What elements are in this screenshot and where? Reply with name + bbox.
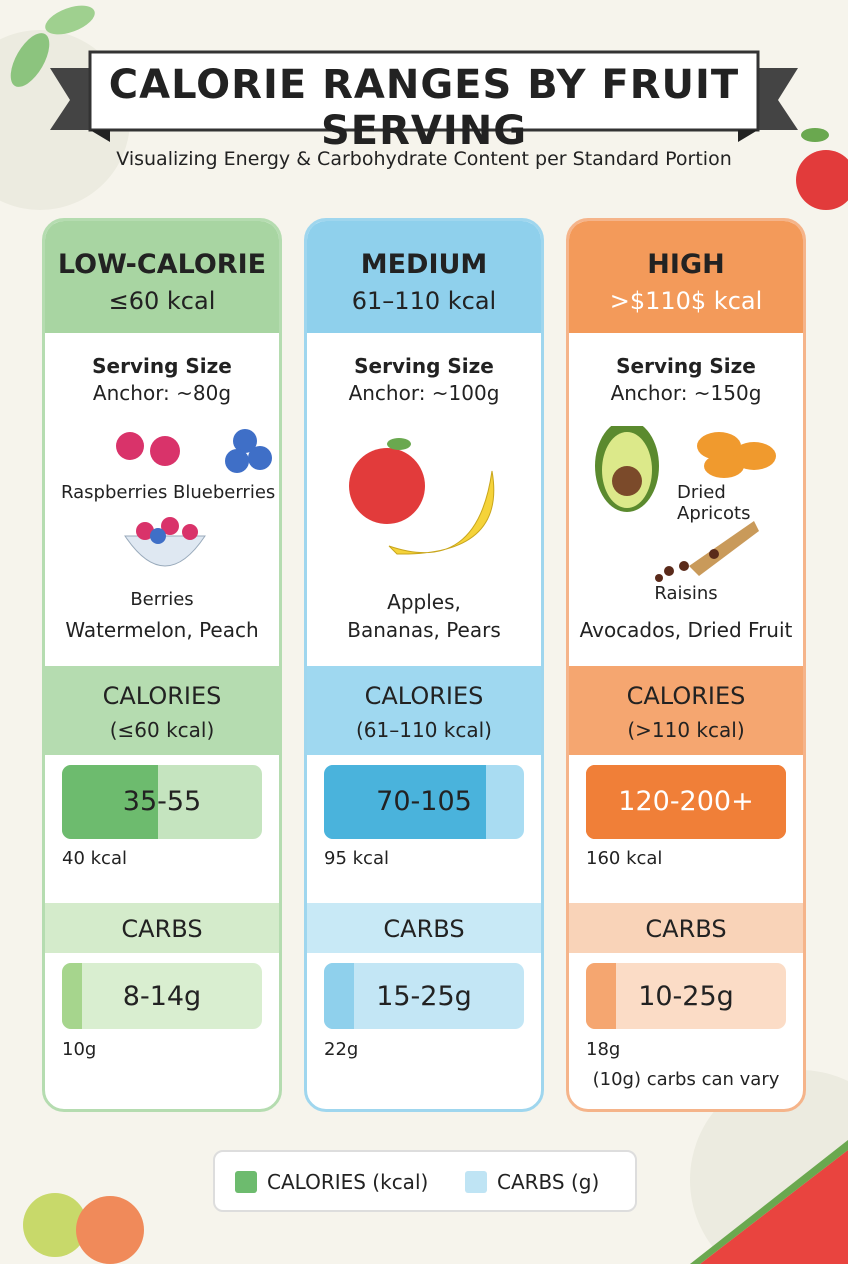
carbs-band bbox=[307, 903, 541, 953]
food-caption: Watermelon, Peach bbox=[65, 618, 259, 642]
food-caption: Apples, Bananas, Pears bbox=[347, 590, 501, 642]
calories-example: 95 kcal bbox=[324, 848, 389, 869]
calories-band bbox=[569, 666, 803, 755]
calories-band bbox=[307, 666, 541, 755]
column: MEDIUM 61–110 kcal Serving Size Anchor: ~10… bbox=[304, 218, 544, 1112]
carbs-bar-fill bbox=[62, 963, 82, 1029]
carbs-bar-fill bbox=[586, 963, 616, 1029]
calories-bar-fill bbox=[586, 765, 786, 839]
food-caption: Avocados, Dried Fruit bbox=[579, 618, 793, 642]
carbs-value: 15-25g bbox=[376, 981, 472, 1012]
calories-range: (>110 kcal) bbox=[627, 718, 745, 742]
food-icons bbox=[569, 420, 803, 616]
title: CALORIE RANGES BY FRUIT SERVING bbox=[108, 62, 740, 154]
carbs-bar-fill bbox=[324, 963, 354, 1029]
serving-label: Serving Size bbox=[354, 354, 494, 378]
calories-label: CALORIES bbox=[626, 682, 746, 710]
calories-value: 70-105 bbox=[376, 786, 472, 817]
subtitle: Visualizing Energy & Carbohydrate Conten… bbox=[116, 148, 732, 170]
calories-value: 35-55 bbox=[122, 786, 202, 817]
carbs-bar: 10-25g bbox=[586, 963, 786, 1029]
column-header bbox=[307, 221, 541, 333]
column-range: ≤60 kcal bbox=[108, 287, 216, 315]
serving-label: Serving Size bbox=[92, 354, 232, 378]
serving-anchor: Anchor: ~100g bbox=[348, 381, 500, 405]
calories-label: CALORIES bbox=[102, 682, 222, 710]
food-label: Raisins bbox=[654, 583, 718, 604]
carbs-example: 18g bbox=[586, 1039, 621, 1060]
column-header bbox=[569, 221, 803, 333]
calories-label: CALORIES bbox=[364, 682, 484, 710]
calories-range: (61–110 kcal) bbox=[356, 718, 492, 742]
carbs-band bbox=[569, 903, 803, 953]
legend-swatch bbox=[235, 1171, 257, 1193]
column-range: >$110$ kcal bbox=[609, 287, 763, 315]
serving-anchor: Anchor: ~80g bbox=[92, 381, 232, 405]
carbs-label: CARBS bbox=[121, 915, 203, 943]
carbs-example: 22g bbox=[324, 1039, 359, 1060]
calories-bar: 35-55 bbox=[62, 765, 262, 839]
column-title: HIGH bbox=[647, 249, 725, 280]
column-title: MEDIUM bbox=[360, 249, 488, 280]
carbs-band bbox=[45, 903, 279, 953]
column-range: 61–110 kcal bbox=[351, 287, 497, 315]
carbs-value: 10-25g bbox=[638, 981, 734, 1012]
column: LOW-CALORIE ≤60 kcal Serving Size Anchor: ~… bbox=[42, 218, 282, 1112]
food-label: Blueberries bbox=[173, 482, 276, 503]
calories-bar-fill bbox=[324, 765, 486, 839]
legend-label: CARBS (g) bbox=[497, 1170, 600, 1194]
calories-bar: 70-105 bbox=[324, 765, 524, 839]
calories-bar-fill bbox=[62, 765, 158, 839]
legend-swatch bbox=[465, 1171, 487, 1193]
food-label: Raspberries bbox=[61, 482, 168, 503]
serving-anchor: Anchor: ~150g bbox=[610, 381, 762, 405]
food-icons bbox=[307, 426, 541, 616]
legend: CALORIES (kcal) CARBS (g) bbox=[213, 1150, 637, 1212]
column: HIGH >$110$ kcal Serving Size Anchor: ~150g… bbox=[566, 218, 806, 1112]
calories-bar: 120-200+ bbox=[586, 765, 786, 839]
calories-example: 40 kcal bbox=[62, 848, 127, 869]
calories-band bbox=[45, 666, 279, 755]
carbs-bar: 8-14g bbox=[62, 963, 262, 1029]
calories-value: 120-200+ bbox=[618, 786, 754, 817]
carbs-bar: 15-25g bbox=[324, 963, 524, 1029]
food-icons bbox=[45, 426, 279, 616]
calories-range: (≤60 kcal) bbox=[109, 718, 215, 742]
column-title: LOW-CALORIE bbox=[57, 249, 267, 280]
calories-example: 160 kcal bbox=[586, 848, 663, 869]
column-header bbox=[45, 221, 279, 333]
carbs-example: 10g bbox=[62, 1039, 97, 1060]
carbs-label: CARBS bbox=[645, 915, 727, 943]
legend-label: CALORIES (kcal) bbox=[267, 1170, 429, 1194]
carbs-label: CARBS bbox=[383, 915, 465, 943]
food-label: Dried Apricots bbox=[677, 482, 751, 524]
carbs-value: 8-14g bbox=[122, 981, 202, 1012]
serving-label: Serving Size bbox=[616, 354, 756, 378]
food-label: Berries bbox=[130, 589, 194, 610]
carbs-note: (10g) carbs can vary bbox=[592, 1069, 780, 1090]
